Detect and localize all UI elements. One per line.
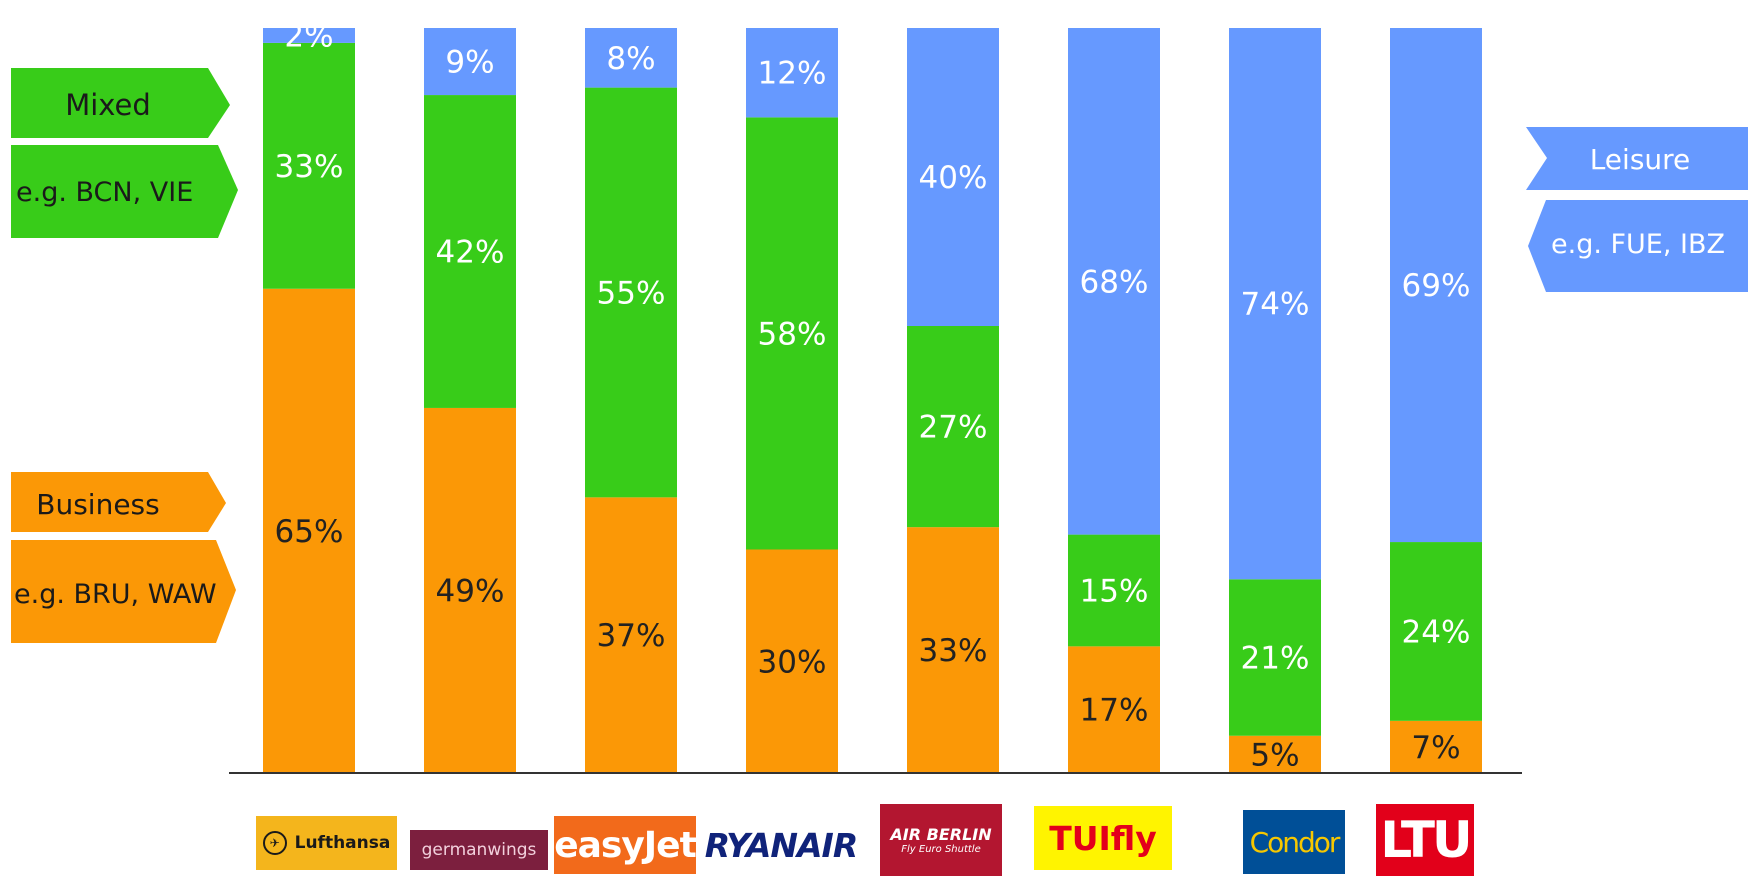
condor-logo: Condor — [1243, 810, 1345, 874]
bar-easyjet-leisure — [585, 28, 677, 88]
airberlin-logo: AIR BERLIN Fly Euro Shuttle — [880, 804, 1002, 876]
bar-ryanair-mixed — [746, 117, 838, 550]
mixed-title-arrow — [11, 68, 230, 138]
bar-lufthansa-leisure — [263, 28, 355, 43]
label-air-berlin-leisure: 40% — [919, 160, 988, 196]
easyjet-logo: easyJet — [554, 816, 696, 874]
label-tuifly-leisure: 68% — [1080, 264, 1149, 300]
mixed-title: Mixed — [65, 88, 151, 122]
tuifly-logo-text: TUIfly — [1049, 818, 1157, 858]
ltu-logo: LTU — [1376, 804, 1474, 876]
leisure-side-label: Leisure e.g. FUE, IBZ — [1526, 127, 1748, 292]
label-easyjet-mixed: 55% — [597, 275, 666, 311]
leisure-example-arrow — [1528, 200, 1748, 292]
bar-easyjet-business — [585, 497, 677, 773]
airberlin-logo-subtext: Fly Euro Shuttle — [901, 844, 981, 855]
leisure-title-arrow — [1526, 127, 1748, 190]
bar-condor-business — [1229, 735, 1321, 773]
bar-tuifly-leisure — [1068, 28, 1160, 535]
mixed-example: e.g. BCN, VIE — [16, 177, 193, 208]
crane-icon: ✈ — [262, 831, 287, 855]
airberlin-logo-text: AIR BERLIN — [890, 825, 992, 844]
label-air-berlin-business: 33% — [919, 633, 988, 669]
ryanair-logo-text: RYANAIR — [704, 825, 859, 865]
mixed-side-label: Mixed e.g. BCN, VIE — [11, 68, 238, 238]
mixed-example-arrow — [11, 145, 238, 238]
bar-air-berlin-business — [907, 527, 999, 773]
bar-air-berlin-mixed — [907, 326, 999, 528]
germanwings-logo-text: germanwings — [421, 840, 537, 860]
bar-germanwings-leisure — [424, 28, 516, 96]
bar-ryanair-business — [746, 549, 838, 773]
label-condor-mixed: 21% — [1241, 641, 1310, 677]
bar-ltu-business — [1390, 720, 1482, 773]
bar-lufthansa-business — [263, 288, 355, 773]
label-tuifly-mixed: 15% — [1080, 573, 1149, 609]
bar-tuifly-business — [1068, 646, 1160, 773]
label-lufthansa-leisure: 2% — [284, 18, 333, 54]
tuifly-logo: TUIfly — [1034, 806, 1172, 870]
bar-ltu-mixed — [1390, 542, 1482, 721]
leisure-example: e.g. FUE, IBZ — [1551, 229, 1725, 260]
bar-lufthansa-mixed — [263, 42, 355, 289]
bar-ltu-leisure — [1390, 28, 1482, 543]
label-tuifly-business: 17% — [1080, 693, 1149, 729]
label-easyjet-leisure: 8% — [606, 41, 655, 77]
label-lufthansa-business: 65% — [275, 514, 344, 550]
label-germanwings-mixed: 42% — [436, 235, 505, 271]
label-ltu-mixed: 24% — [1402, 614, 1471, 650]
business-title-arrow — [11, 472, 226, 532]
label-air-berlin-mixed: 27% — [919, 410, 988, 446]
label-germanwings-business: 49% — [436, 573, 505, 609]
label-lufthansa-mixed: 33% — [275, 149, 344, 185]
label-ryanair-business: 30% — [758, 644, 827, 680]
label-condor-leisure: 74% — [1241, 287, 1310, 323]
bar-easyjet-mixed — [585, 87, 677, 498]
bar-tuifly-mixed — [1068, 534, 1160, 647]
ryanair-logo: RYANAIR — [700, 816, 862, 874]
bar-germanwings-mixed — [424, 95, 516, 408]
label-easyjet-business: 37% — [597, 618, 666, 654]
ltu-logo-text: LTU — [1380, 811, 1472, 869]
easyjet-logo-text: easyJet — [554, 824, 696, 866]
label-germanwings-leisure: 9% — [445, 45, 494, 81]
germanwings-logo: germanwings — [410, 830, 548, 870]
label-ryanair-mixed: 58% — [758, 316, 827, 352]
bar-air-berlin-leisure — [907, 28, 999, 326]
business-title: Business — [36, 488, 159, 521]
lufthansa-logo: ✈ Lufthansa — [256, 816, 397, 870]
condor-logo-text: Condor — [1249, 825, 1341, 859]
label-ltu-leisure: 69% — [1402, 268, 1471, 304]
bar-condor-leisure — [1229, 28, 1321, 580]
label-condor-business: 5% — [1250, 737, 1299, 773]
bar-condor-mixed — [1229, 579, 1321, 736]
label-ryanair-leisure: 12% — [758, 56, 827, 92]
business-side-label: Business e.g. BRU, WAW — [11, 472, 236, 643]
bar-germanwings-business — [424, 407, 516, 773]
leisure-title: Leisure — [1590, 143, 1691, 176]
bar-ryanair-leisure — [746, 28, 838, 118]
business-example-arrow — [11, 540, 236, 643]
label-ltu-business: 7% — [1411, 730, 1460, 766]
bars-layer: 65% 33% 2% 49% 42% 9% 37% 55% 8% 30% 58% 12% 33% 27% 4… — [263, 18, 1482, 773]
business-example: e.g. BRU, WAW — [14, 579, 217, 610]
lufthansa-logo-text: Lufthansa — [294, 833, 391, 853]
